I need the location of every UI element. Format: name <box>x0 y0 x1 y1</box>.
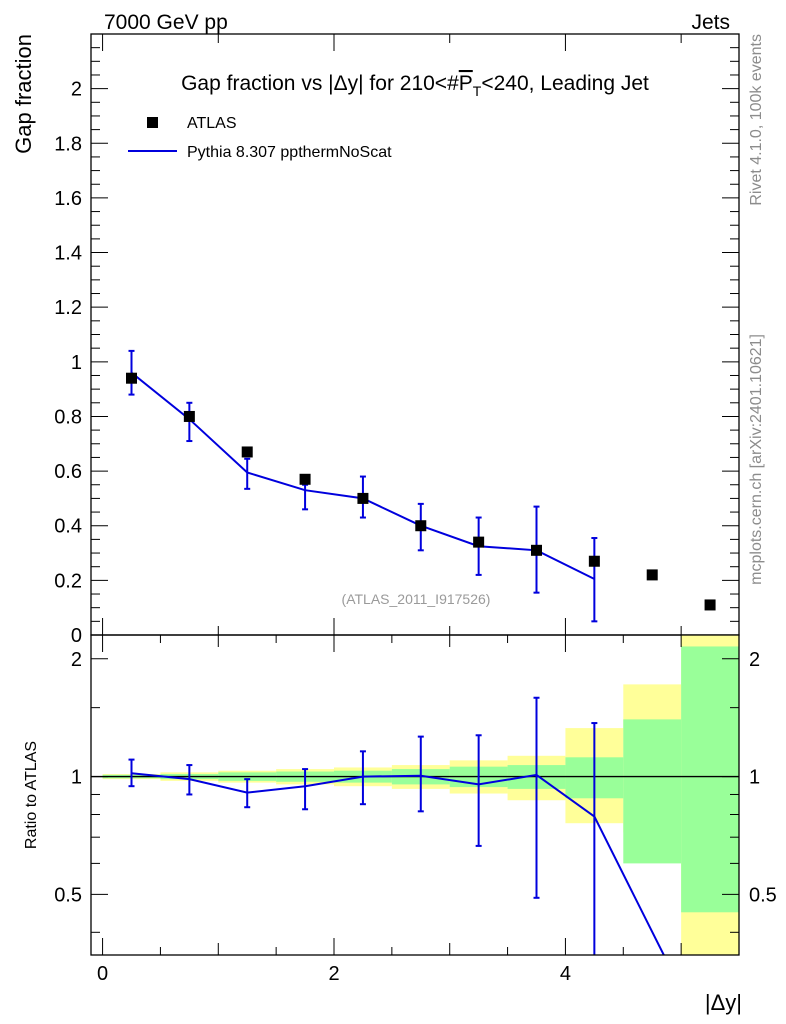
legend: ATLAS Pythia 8.307 ppthermNoScat <box>128 115 392 161</box>
atlas-point <box>241 446 253 458</box>
ratio-y-tick-label-right: 2 <box>749 649 760 671</box>
y-tick-label: 1 <box>71 352 82 374</box>
y-tick-label: 0.8 <box>54 406 82 428</box>
ratio-y-tick-label-left: 0.5 <box>54 884 82 906</box>
uncertainty-band-inner <box>681 646 739 913</box>
rivet-version-label: Rivet 4.1.0, 100k events <box>748 34 765 206</box>
chart-title: Gap fraction vs |Δy| for 210<#PT<240, Le… <box>181 72 649 99</box>
x-axis-label: |Δy| <box>705 990 742 1015</box>
ratio-y-axis-label: Ratio to ATLAS <box>23 741 40 849</box>
y-tick-label: 0.2 <box>54 570 82 592</box>
atlas-point <box>531 544 542 556</box>
legend-atlas-label: ATLAS <box>187 115 237 132</box>
atlas-point <box>588 555 600 567</box>
y-tick-label: 0.4 <box>54 516 82 538</box>
ratio-y-tick-label-right: 0.5 <box>749 884 777 906</box>
y-tick-label: 0 <box>71 625 82 647</box>
atlas-point <box>183 410 195 422</box>
ratio-line <box>131 772 665 955</box>
uncertainty-band-inner <box>623 719 682 864</box>
x-tick-label: 0 <box>97 963 108 985</box>
ratio-panel-frame <box>90 634 740 956</box>
analysis-tag: (ATLAS_2011_I917526) <box>342 591 491 607</box>
main-panel-ticks: 0 0.2 0.4 0.6 0.8 1 1.2 1.4 1.6 1.8 2 <box>54 34 739 647</box>
atlas-point <box>126 372 137 384</box>
atlas-point <box>473 536 485 548</box>
y-tick-label: 1.8 <box>54 133 82 155</box>
main-panel: 0 0.2 0.4 0.6 0.8 1 1.2 1.4 1.6 1.8 2 Gap fraction… <box>11 33 740 647</box>
legend-pythia-label: Pythia 8.307 ppthermNoScat <box>187 144 392 161</box>
ratio-panel: 0.5 0.5 1 1 2 2 0 2 4 Ratio to ATLAS |Δy| <box>23 634 777 1015</box>
y-tick-label: 0.6 <box>54 461 82 483</box>
y-tick-label: 1.6 <box>54 188 82 210</box>
main-panel-marks <box>126 349 716 623</box>
collision-label: 7000 GeV pp <box>104 11 228 34</box>
ratio-panel-ticks: 0.5 0.5 1 1 2 2 0 2 4 <box>54 635 777 985</box>
y-tick-label: 1.4 <box>54 243 82 265</box>
atlas-point <box>415 520 427 532</box>
mcplots-reference-label: mcplots.cern.ch [arXiv:2401.10621] <box>748 334 765 585</box>
main-y-axis-label: Gap fraction <box>11 34 36 154</box>
atlas-point <box>357 492 369 504</box>
ratio-panel-marks <box>91 635 739 955</box>
atlas-point <box>299 473 311 485</box>
x-tick-label: 4 <box>560 963 571 985</box>
process-label: Jets <box>691 11 730 34</box>
title-pt-symbol: P <box>459 72 473 95</box>
title-pt-subscript: T <box>473 83 482 99</box>
ratio-y-tick-label-left: 1 <box>71 767 82 789</box>
ratio-y-tick-label-right: 1 <box>749 767 760 789</box>
atlas-point <box>704 599 716 611</box>
atlas-point <box>646 569 658 581</box>
y-tick-label: 2 <box>71 79 82 101</box>
x-tick-label: 2 <box>328 963 339 985</box>
ratio-y-tick-label-left: 2 <box>71 649 82 671</box>
legend-atlas-marker <box>147 117 158 128</box>
y-tick-label: 1.2 <box>54 297 82 319</box>
